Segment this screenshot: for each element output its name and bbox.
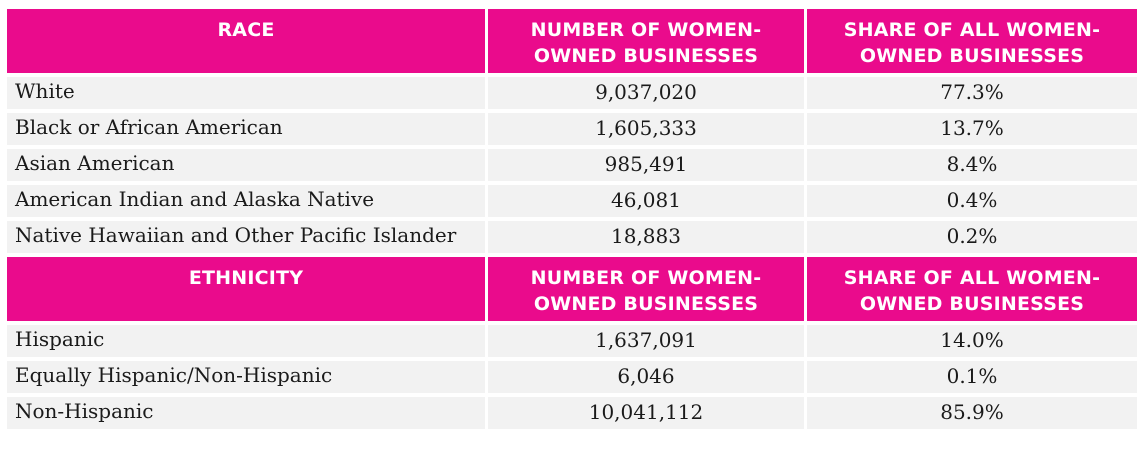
ethnicity-share-cell: 85.9% (807, 397, 1137, 429)
race-share-column-header: SHARE OF ALL WOMEN- OWNED BUSINESSES (807, 9, 1137, 73)
race-number-header-line1: NUMBER OF WOMEN- (530, 19, 762, 41)
ethnicity-share-header-line1: SHARE OF ALL WOMEN- (843, 267, 1101, 289)
ethnicity-name-cell: Non-Hispanic (7, 397, 485, 429)
race-number-cell: 46,081 (488, 185, 804, 217)
race-number: 9,037,020 (595, 80, 697, 104)
ethnicity-name-cell: Hispanic (7, 325, 485, 357)
race-name: Asian American (15, 151, 175, 175)
race-share: 77.3% (940, 80, 1004, 104)
race-number: 1,605,333 (595, 116, 697, 140)
race-number-cell: 985,491 (488, 149, 804, 181)
race-share: 0.2% (946, 224, 998, 248)
ethnicity-share: 14.0% (940, 328, 1004, 352)
table-row: Non-Hispanic 10,041,112 85.9% (7, 397, 1137, 429)
ethnicity-number-column-header: NUMBER OF WOMEN- OWNED BUSINESSES (488, 257, 804, 321)
ethnicity-column-header: ETHNICITY (7, 257, 485, 321)
race-column-header: RACE (7, 9, 485, 73)
race-name: Black or African American (15, 115, 283, 139)
race-name: American Indian and Alaska Native (15, 187, 375, 211)
ethnicity-share-cell: 14.0% (807, 325, 1137, 357)
race-share: 13.7% (940, 116, 1004, 140)
ethnicity-name: Equally Hispanic/Non-Hispanic (15, 363, 333, 387)
women-owned-businesses-table: RACE NUMBER OF WOMEN- OWNED BUSINESSES S… (4, 5, 1140, 433)
race-number-cell: 18,883 (488, 221, 804, 253)
race-number-header-line2: OWNED BUSINESSES (533, 45, 759, 67)
ethnicity-column-header-label: ETHNICITY (188, 267, 304, 289)
table-row: Black or African American 1,605,333 13.7… (7, 113, 1137, 145)
race-number-cell: 9,037,020 (488, 77, 804, 109)
ethnicity-number-cell: 1,637,091 (488, 325, 804, 357)
table-row: Native Hawaiian and Other Pacific Island… (7, 221, 1137, 253)
ethnicity-name: Hispanic (15, 327, 105, 351)
table-row: Hispanic 1,637,091 14.0% (7, 325, 1137, 357)
race-share-cell: 0.4% (807, 185, 1137, 217)
ethnicity-name-cell: Equally Hispanic/Non-Hispanic (7, 361, 485, 393)
race-name-cell: Asian American (7, 149, 485, 181)
ethnicity-number-cell: 6,046 (488, 361, 804, 393)
race-share-cell: 13.7% (807, 113, 1137, 145)
table-row: White 9,037,020 77.3% (7, 77, 1137, 109)
race-number-cell: 1,605,333 (488, 113, 804, 145)
race-number-column-header: NUMBER OF WOMEN- OWNED BUSINESSES (488, 9, 804, 73)
race-share-cell: 77.3% (807, 77, 1137, 109)
ethnicity-share-column-header: SHARE OF ALL WOMEN- OWNED BUSINESSES (807, 257, 1137, 321)
ethnicity-share: 85.9% (940, 400, 1004, 424)
race-share: 8.4% (946, 152, 998, 176)
ethnicity-number-header-line1: NUMBER OF WOMEN- (530, 267, 762, 289)
ethnicity-number-cell: 10,041,112 (488, 397, 804, 429)
ethnicity-share: 0.1% (946, 364, 998, 388)
ethnicity-name: Non-Hispanic (15, 399, 154, 423)
race-number: 18,883 (611, 224, 681, 248)
race-name-cell: Native Hawaiian and Other Pacific Island… (7, 221, 485, 253)
ethnicity-number: 10,041,112 (588, 400, 704, 424)
race-share-header-line1: SHARE OF ALL WOMEN- (843, 19, 1101, 41)
race-share-cell: 8.4% (807, 149, 1137, 181)
race-header-row: RACE NUMBER OF WOMEN- OWNED BUSINESSES S… (7, 9, 1137, 73)
race-name-cell: Black or African American (7, 113, 485, 145)
race-share: 0.4% (946, 188, 998, 212)
race-number: 46,081 (611, 188, 681, 212)
ethnicity-header-row: ETHNICITY NUMBER OF WOMEN- OWNED BUSINES… (7, 257, 1137, 321)
race-share-cell: 0.2% (807, 221, 1137, 253)
table-row: Equally Hispanic/Non-Hispanic 6,046 0.1% (7, 361, 1137, 393)
ethnicity-share-header-line2: OWNED BUSINESSES (859, 293, 1085, 315)
race-name-cell: American Indian and Alaska Native (7, 185, 485, 217)
race-name: White (15, 79, 75, 103)
race-column-header-label: RACE (217, 19, 275, 41)
table-row: Asian American 985,491 8.4% (7, 149, 1137, 181)
ethnicity-number-header-line2: OWNED BUSINESSES (533, 293, 759, 315)
race-share-header-line2: OWNED BUSINESSES (859, 45, 1085, 67)
race-name: Native Hawaiian and Other Pacific Island… (15, 223, 457, 247)
table-row: American Indian and Alaska Native 46,081… (7, 185, 1137, 217)
ethnicity-number: 1,637,091 (595, 328, 697, 352)
race-number: 985,491 (604, 152, 688, 176)
race-name-cell: White (7, 77, 485, 109)
ethnicity-number: 6,046 (617, 364, 675, 388)
ethnicity-share-cell: 0.1% (807, 361, 1137, 393)
